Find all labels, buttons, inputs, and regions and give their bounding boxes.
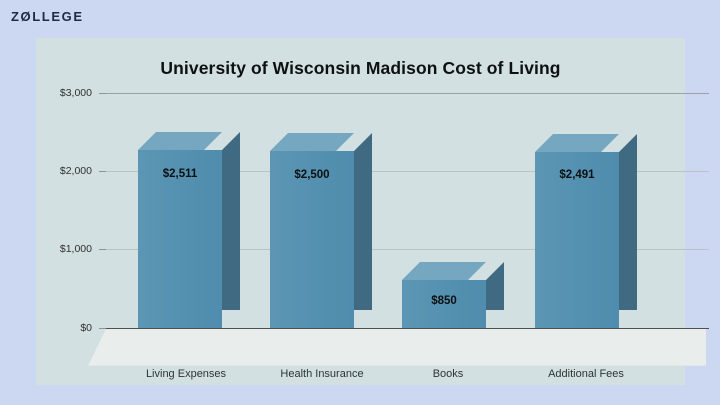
bar-top-face xyxy=(535,134,619,152)
x-axis-label-books: Books xyxy=(432,368,464,380)
tick-mark-1000 xyxy=(99,249,106,250)
y-axis-label-2000: $2,000 xyxy=(59,165,92,177)
chart-floor xyxy=(88,329,706,366)
chart-panel: University of Wisconsin Madison Cost of … xyxy=(36,38,709,385)
tick-mark-3000 xyxy=(99,93,106,94)
x-axis-label-living-expenses: Living Expenses xyxy=(145,368,227,380)
chart-title: University of Wisconsin Madison Cost of … xyxy=(160,58,561,78)
bar-value-label: $2,500 xyxy=(294,169,330,181)
bar-front-face xyxy=(402,280,486,328)
gridline-2000 xyxy=(106,171,709,172)
bar-side-face xyxy=(222,132,240,310)
plot-area: $3,000 $2,000 $1,000 $0 $2,511 $2,500 xyxy=(36,38,709,385)
bar-front-face xyxy=(138,150,222,328)
x-axis-label-additional-fees: Additional Fees xyxy=(548,368,624,380)
gridline-3000 xyxy=(106,93,709,94)
bar-top-face xyxy=(270,133,354,151)
bar-side-face xyxy=(486,262,504,310)
y-axis-label-1000: $1,000 xyxy=(59,243,92,255)
bar-side-face xyxy=(354,133,372,310)
bar-additional-fees[interactable]: $2,491 xyxy=(535,134,637,328)
tick-mark-0 xyxy=(99,328,106,329)
bar-front-face xyxy=(270,151,354,328)
tick-mark-2000 xyxy=(99,171,106,172)
x-axis-label-health-insurance: Health Insurance xyxy=(280,368,364,380)
bar-side-face xyxy=(619,134,637,310)
bar-value-label: $850 xyxy=(431,295,457,307)
y-axis-label-0: $0 xyxy=(80,322,92,334)
brand-logo: ZØLLEGE xyxy=(11,9,84,24)
chart-floor-edge xyxy=(88,365,706,366)
bar-top-face xyxy=(402,262,486,280)
bar-living-expenses[interactable]: $2,511 xyxy=(138,132,240,328)
bar-health-insurance[interactable]: $2,500 xyxy=(270,133,372,328)
gridline-1000 xyxy=(106,249,709,250)
y-axis-label-3000: $3,000 xyxy=(59,87,92,99)
bar-books[interactable]: $850 xyxy=(402,262,504,328)
bar-value-label: $2,511 xyxy=(162,168,198,180)
bar-front-face xyxy=(535,152,619,328)
bar-top-face xyxy=(138,132,222,150)
axis-baseline xyxy=(106,328,709,329)
bar-value-label: $2,491 xyxy=(559,169,595,181)
